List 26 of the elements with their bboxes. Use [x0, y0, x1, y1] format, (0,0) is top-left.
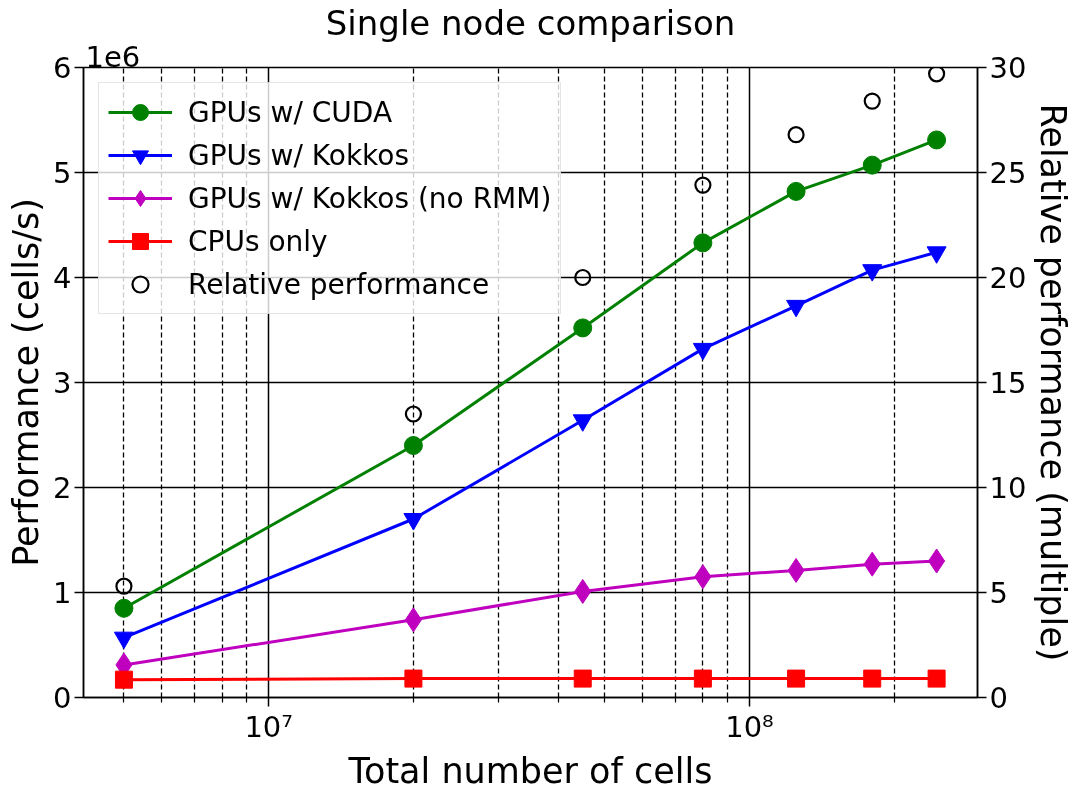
- y2-tick-label: 20: [989, 261, 1027, 295]
- y2-axis-title: Relative performance (multiple): [1033, 103, 1074, 662]
- legend-label: CPUs only: [188, 224, 328, 258]
- y2-tick-label: 0: [989, 681, 1008, 715]
- y-tick-label: 4: [53, 261, 72, 295]
- annotation: 1e6: [85, 39, 141, 74]
- y2-tick-label: 10: [989, 471, 1027, 505]
- legend-label: Relative performance: [188, 267, 490, 301]
- y2-tick-label: 25: [989, 156, 1027, 190]
- legend-label: GPUs w/ Kokkos (no RMM): [188, 181, 552, 215]
- x-tick-label: 10⁸: [725, 709, 774, 744]
- y2-tick-label: 30: [989, 51, 1027, 85]
- legend-label: GPUs w/ Kokkos: [188, 138, 410, 172]
- y-tick-label: 1: [53, 576, 72, 610]
- y-tick-label: 0: [53, 681, 72, 715]
- x-axis-title: Total number of cells: [347, 750, 713, 791]
- x-tick-label: 10⁷: [244, 709, 293, 744]
- y-axis-title: Performance (cells/s): [6, 198, 47, 567]
- y2-tick-label: 5: [989, 576, 1008, 610]
- y-tick-label: 3: [53, 366, 72, 400]
- y-tick-label: 5: [53, 156, 72, 190]
- y-tick-label: 6: [53, 51, 72, 85]
- chart-title: Single node comparison: [325, 2, 736, 43]
- legend-label: GPUs w/ CUDA: [188, 95, 393, 129]
- y2-tick-label: 15: [989, 366, 1027, 400]
- y-tick-label: 2: [53, 471, 72, 505]
